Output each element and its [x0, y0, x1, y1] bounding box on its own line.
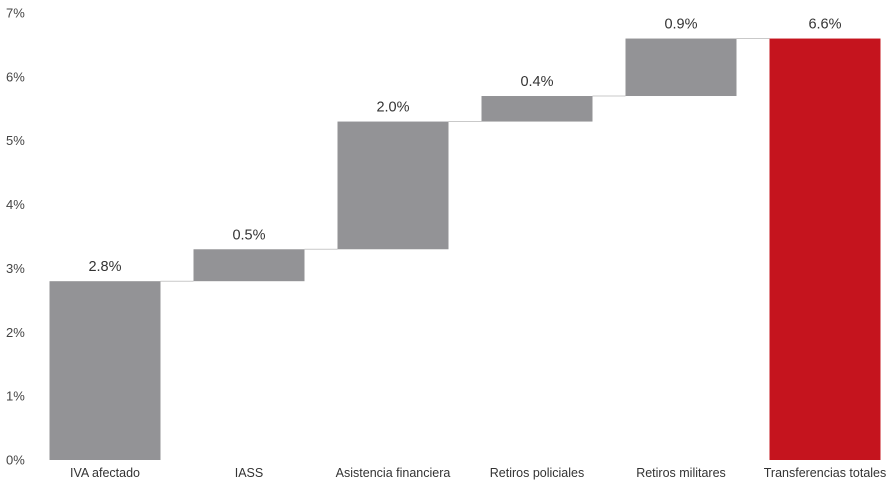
- data-label: 0.4%: [520, 74, 553, 90]
- x-category-label: Retiros policiales: [490, 466, 584, 480]
- y-tick-label: 4%: [6, 197, 25, 212]
- increment-bar: [481, 96, 593, 122]
- total-bar: [769, 38, 881, 461]
- increment-bar: [193, 249, 305, 282]
- y-tick-label: 6%: [6, 69, 25, 84]
- data-label: 0.5%: [232, 227, 265, 243]
- data-labels: 2.8% 0.5% 2.0% 0.4% 0.9% 6.6%: [88, 17, 841, 276]
- x-category-label: IVA afectado: [70, 466, 140, 480]
- y-tick-label: 1%: [6, 389, 25, 404]
- data-label: 0.9%: [664, 17, 697, 33]
- connector-lines: [160, 38, 770, 282]
- y-tick-label: 3%: [6, 261, 25, 276]
- x-category-label: Retiros militares: [636, 466, 726, 480]
- increment-bar: [49, 281, 161, 460]
- x-category-label: Transferencias totales: [764, 466, 887, 480]
- data-label: 2.8%: [88, 259, 121, 275]
- y-tick-label: 7%: [6, 6, 25, 21]
- y-tick-label: 0%: [6, 453, 25, 468]
- x-axis: IVA afectado IASS Asistencia financiera Ret…: [70, 466, 886, 480]
- data-label: 2.0%: [376, 100, 409, 116]
- bars: [49, 38, 881, 461]
- data-label: 6.6%: [808, 17, 841, 33]
- increment-bar: [625, 38, 737, 97]
- y-tick-label: 2%: [6, 325, 25, 340]
- y-axis: 0% 1% 2% 3% 4% 5% 6% 7%: [6, 6, 25, 468]
- x-category-label: Asistencia financiera: [336, 466, 451, 480]
- x-category-label: IASS: [235, 466, 264, 480]
- y-tick-label: 5%: [6, 133, 25, 148]
- increment-bar: [337, 121, 449, 250]
